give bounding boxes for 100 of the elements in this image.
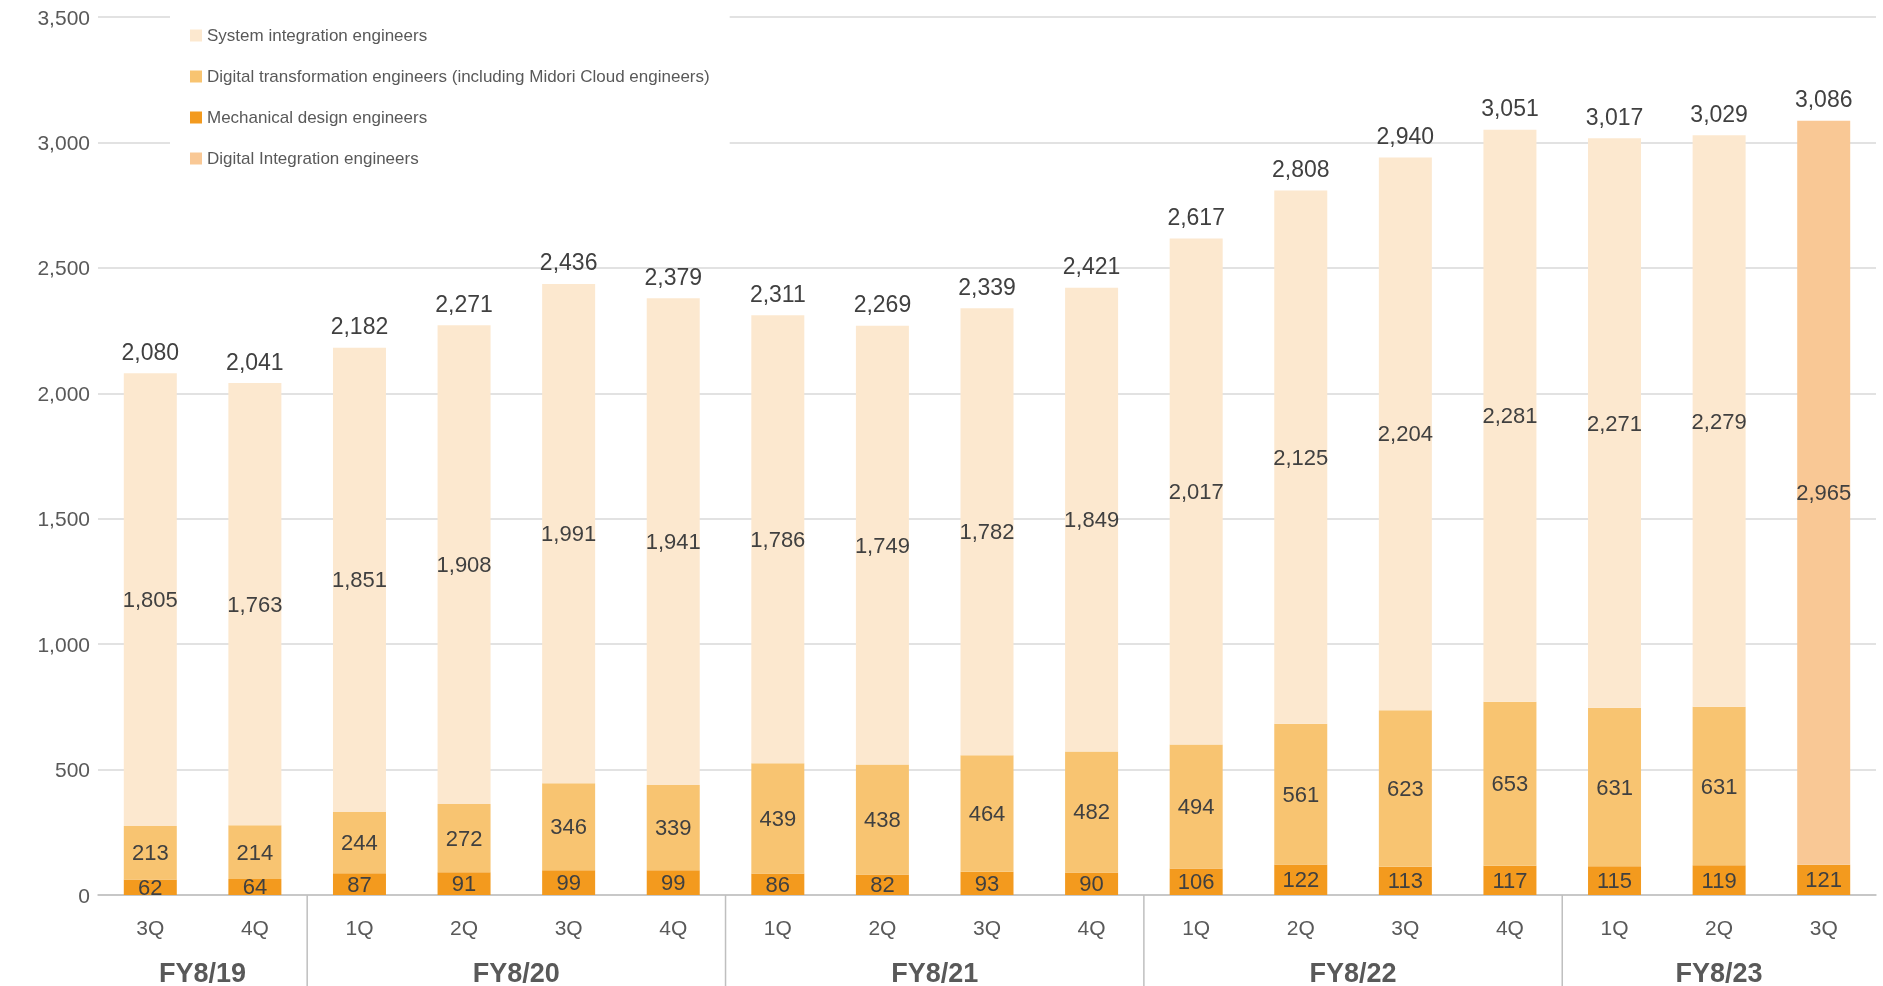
x-tick-label: 2Q — [450, 916, 479, 939]
data-label: 623 — [1386, 776, 1424, 802]
legend-label: System integration engineers — [207, 26, 428, 45]
y-tick-label: 0 — [78, 883, 90, 907]
bar — [1274, 190, 1328, 724]
text: FY8/22 — [1309, 958, 1397, 986]
bar — [1065, 287, 1119, 752]
x-tick-label: 3Q — [1809, 916, 1838, 939]
bar — [1692, 135, 1746, 707]
data-label: 2,965 — [1796, 480, 1852, 506]
data-label: 439 — [759, 805, 797, 831]
total-label: 2,271 — [435, 290, 493, 317]
bar — [1274, 723, 1328, 865]
total-label: 2,436 — [539, 249, 598, 276]
bar — [332, 811, 386, 874]
data-label: 272 — [445, 825, 483, 851]
text: FY8/20 — [472, 958, 560, 986]
data-label: 2,125 — [1273, 444, 1329, 470]
total-label: 2,041 — [226, 348, 284, 375]
total-label: 2,182 — [330, 313, 389, 340]
total-label: 3,029 — [1690, 100, 1748, 127]
data-label: 339 — [654, 815, 692, 841]
x-tick-label: 4Q — [1495, 916, 1524, 939]
bar — [228, 825, 282, 879]
legend-label: Digital transformation engineers (including Midori Cloud engineers) — [207, 67, 710, 86]
x-tick-label: 4Q — [240, 916, 269, 939]
bar — [1588, 138, 1642, 708]
y-tick-label: 3,000 — [37, 130, 90, 154]
total-label: 2,080 — [121, 338, 180, 365]
data-label: 91 — [451, 871, 477, 897]
data-label: 106 — [1177, 869, 1215, 895]
data-label: 1,991 — [541, 521, 597, 547]
total-label: 2,339 — [958, 273, 1016, 300]
data-label: 2,281 — [1482, 403, 1538, 429]
bar — [646, 298, 700, 786]
legend-label: Digital Integration engineers — [207, 149, 419, 168]
data-label: 346 — [550, 814, 588, 840]
data-label: 117 — [1492, 867, 1528, 893]
data-label: 90 — [1079, 871, 1104, 897]
x-tick-label: 1Q — [1600, 916, 1629, 939]
bar — [960, 308, 1014, 756]
data-label: 1,941 — [645, 529, 701, 555]
data-label: 244 — [341, 830, 378, 856]
bar — [1588, 707, 1642, 867]
bar — [228, 383, 282, 826]
data-label: 62 — [138, 874, 163, 900]
y-tick-label: 2,000 — [37, 381, 90, 405]
bar — [332, 347, 386, 812]
data-label: 82 — [870, 872, 895, 898]
total-label: 2,379 — [644, 263, 703, 290]
x-tick-label: 4Q — [1077, 916, 1106, 939]
y-tick-label: 3,500 — [37, 5, 90, 29]
bar — [960, 755, 1014, 872]
text: FY8/23 — [1675, 958, 1763, 986]
bar — [1692, 706, 1746, 866]
data-label: 561 — [1282, 781, 1320, 807]
x-tick-label: 3Q — [554, 916, 583, 939]
data-label: 1,782 — [959, 519, 1015, 545]
data-label: 631 — [1700, 773, 1738, 799]
data-label: 2,271 — [1587, 410, 1643, 436]
bar — [123, 826, 177, 880]
data-label: 482 — [1073, 799, 1110, 825]
total-label: 2,617 — [1167, 204, 1225, 231]
data-label: 213 — [131, 840, 169, 866]
bar — [855, 325, 909, 765]
data-label: 64 — [242, 874, 268, 900]
data-label: 1,763 — [227, 591, 283, 617]
x-tick-label: 4Q — [659, 916, 688, 939]
x-tick-label: 3Q — [972, 916, 1002, 939]
data-label: 1,851 — [331, 567, 387, 593]
data-label: 438 — [864, 806, 901, 832]
bar — [1378, 710, 1432, 867]
data-label: 2,279 — [1691, 408, 1747, 434]
text: FY8/19 — [159, 958, 247, 986]
data-label: 113 — [1387, 868, 1423, 894]
y-tick-label: 1,000 — [37, 632, 90, 656]
data-label: 2,017 — [1168, 479, 1224, 504]
data-label: 631 — [1596, 774, 1633, 800]
total-label: 2,421 — [1062, 253, 1121, 280]
x-tick-label: 2Q — [1286, 916, 1315, 939]
data-label: 1,805 — [122, 587, 178, 613]
bar — [123, 373, 177, 827]
data-label: 494 — [1177, 793, 1215, 819]
bar — [751, 763, 805, 874]
x-tick-label: 3Q — [1391, 916, 1420, 939]
total-label: 2,940 — [1376, 122, 1435, 149]
data-label: 119 — [1701, 867, 1737, 893]
total-label: 2,269 — [853, 291, 912, 318]
bar — [542, 783, 596, 871]
bar — [1797, 120, 1851, 865]
bar — [646, 785, 700, 871]
bar — [1169, 744, 1223, 869]
bar — [1483, 701, 1537, 866]
bar — [542, 283, 596, 784]
total-label: 3,051 — [1481, 95, 1539, 122]
x-tick-label: 2Q — [1705, 916, 1734, 939]
text: FY8/21 — [891, 958, 979, 986]
legend-label: Mechanical design engineers — [207, 108, 428, 127]
bar — [855, 764, 909, 875]
bar — [437, 325, 491, 804]
